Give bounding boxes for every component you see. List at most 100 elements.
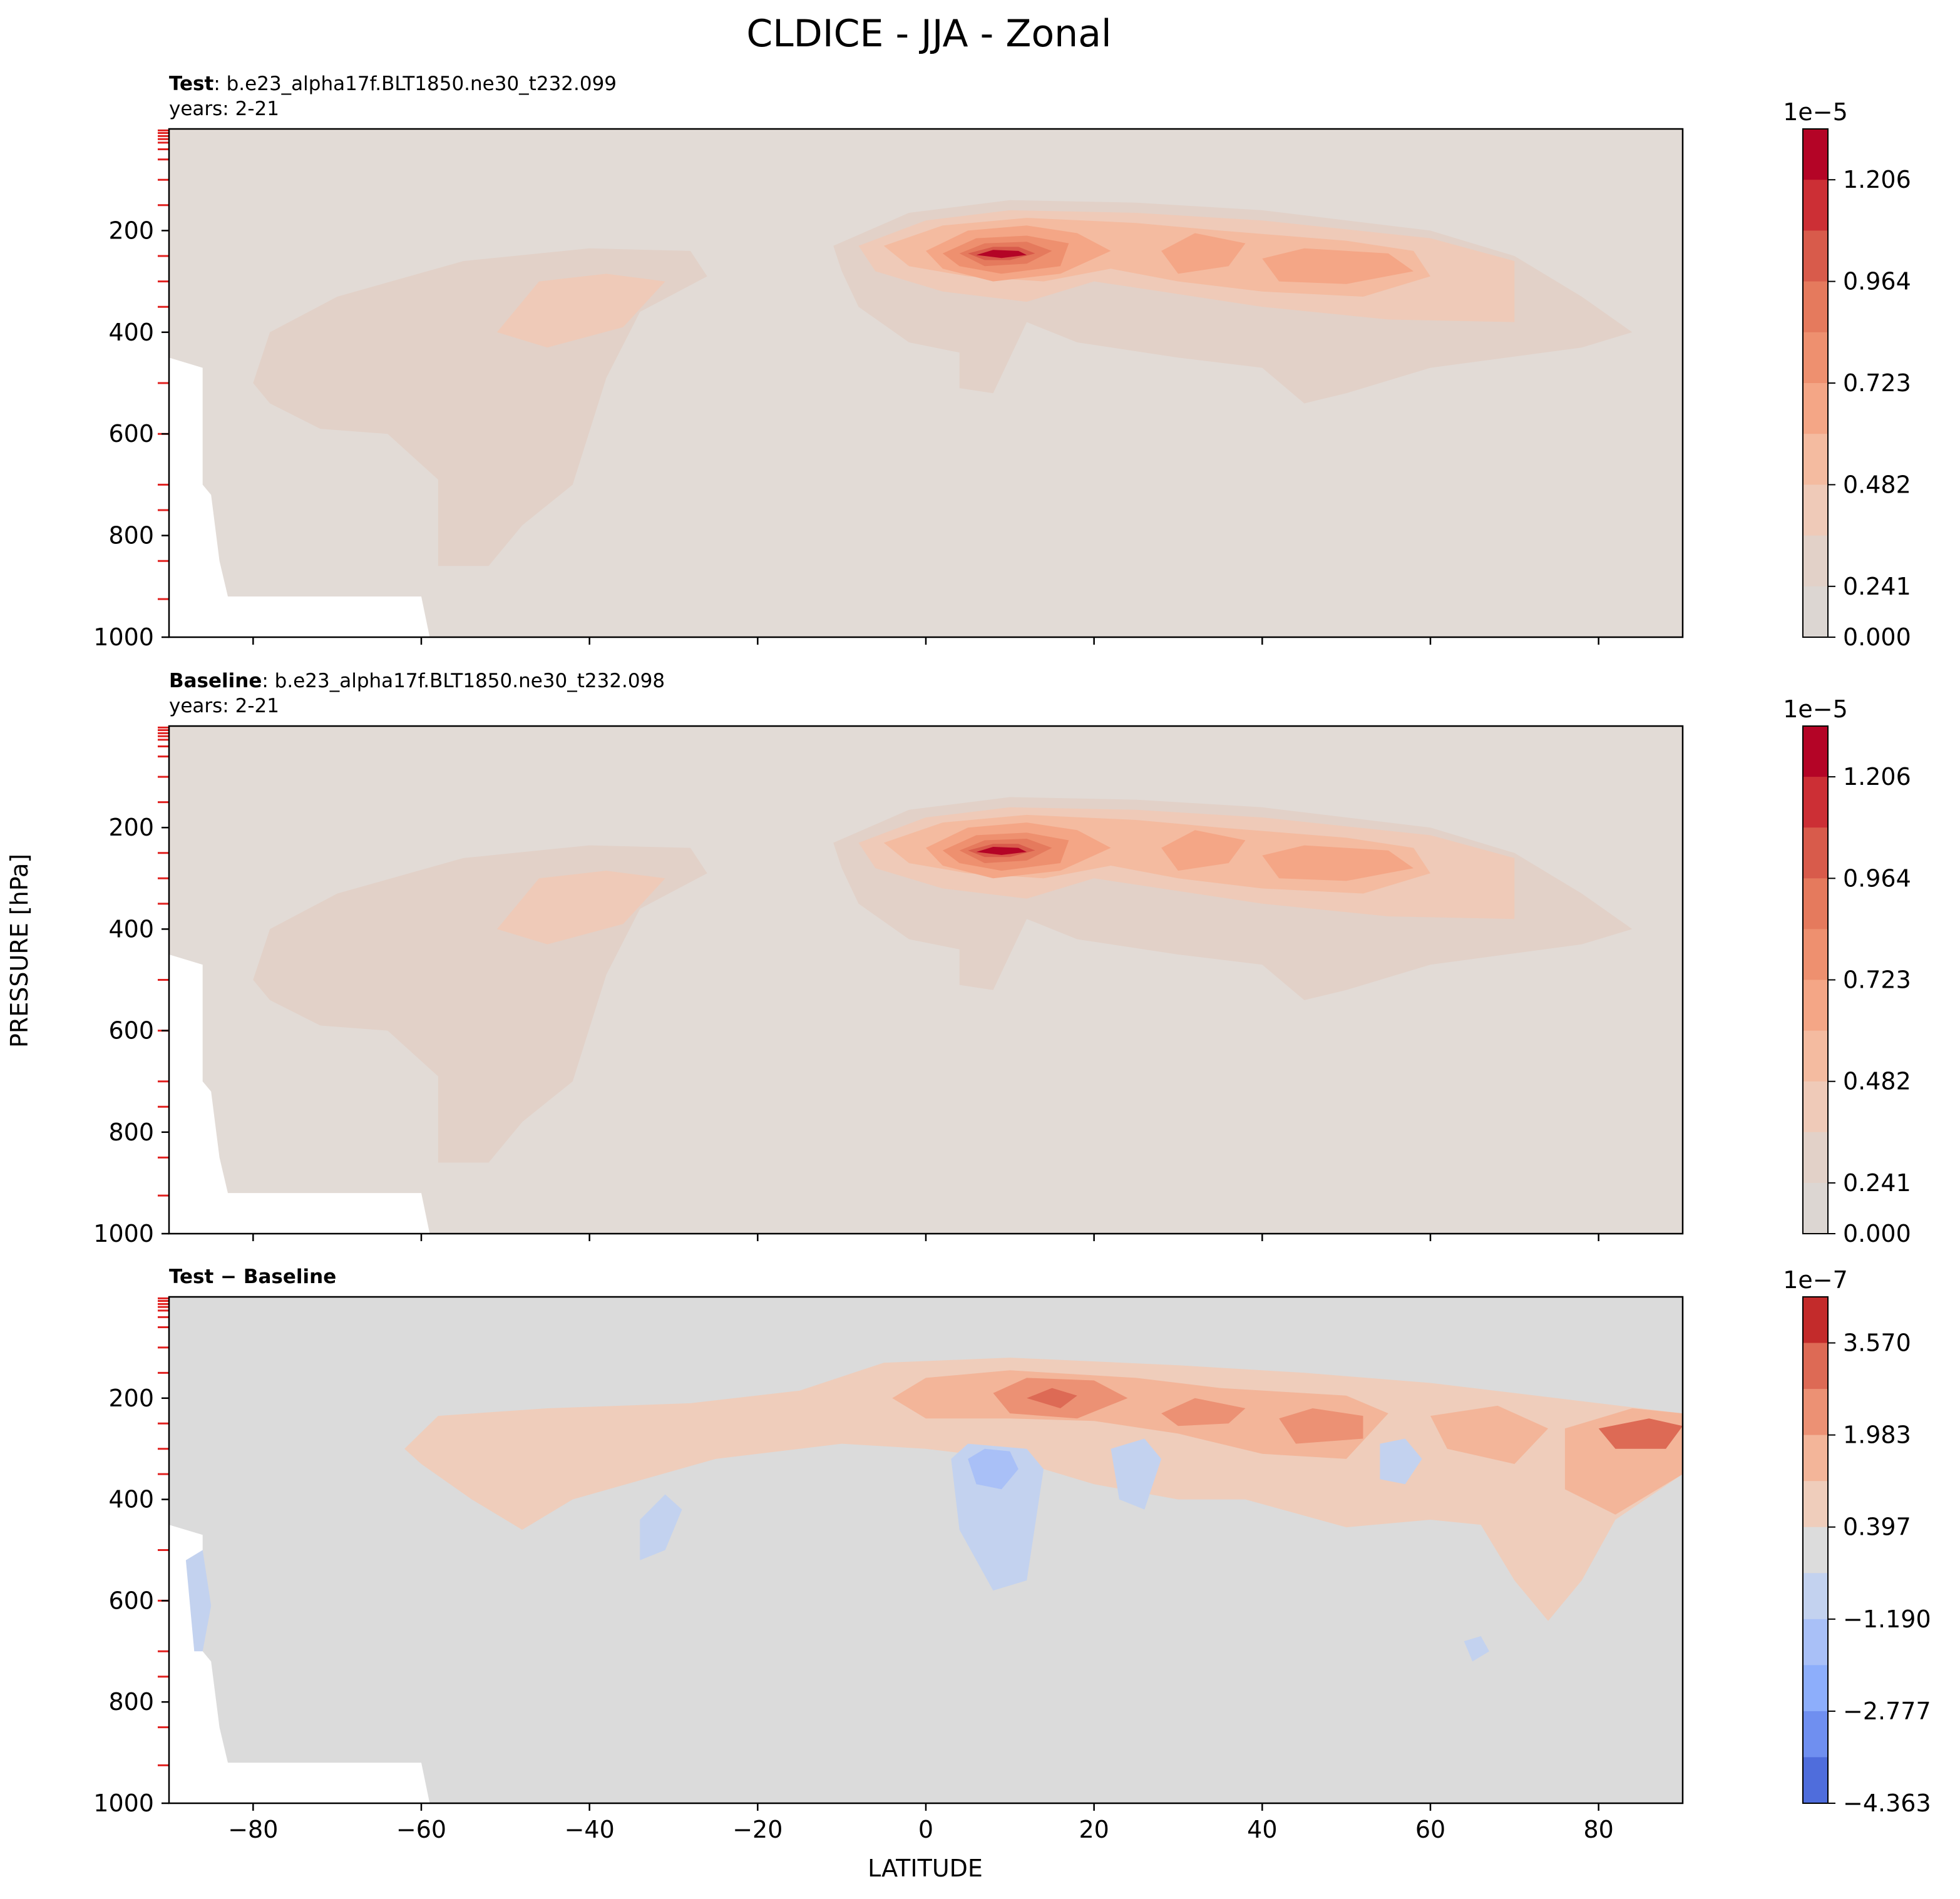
panel-difference: 200 400 600 800 1000 −80 −60 −40 −20 0 20 40 60 80 Tes… <box>93 1266 1931 1843</box>
figure-title: CLDICE - JJA - Zonal <box>746 12 1111 56</box>
panel-years: years: 2-21 <box>169 98 279 120</box>
colorbar-segment <box>1803 1757 1828 1804</box>
y-tick-label: 1000 <box>93 623 154 651</box>
colorbar-segment <box>1803 1619 1828 1666</box>
colorbar-label: 0.723 <box>1843 966 1911 994</box>
colorbar-segment <box>1803 1481 1828 1528</box>
x-tick-label: −40 <box>565 1816 615 1843</box>
x-tick-label: −80 <box>228 1816 278 1843</box>
missing-data-region <box>169 955 430 1234</box>
colorbar-label: 1.206 <box>1843 763 1911 791</box>
colorbar-label: 0.964 <box>1843 268 1911 295</box>
colorbar-label: 0.000 <box>1843 1220 1911 1247</box>
y-tick-label: 400 <box>108 319 154 346</box>
y-tick-label: 200 <box>108 1385 154 1412</box>
colorbar-segment <box>1803 1030 1828 1082</box>
colorbar-segment <box>1803 1389 1828 1436</box>
colorbar-segment <box>1803 129 1828 180</box>
colorbar-label: 0.482 <box>1843 471 1911 498</box>
contour-region <box>1161 1398 1246 1426</box>
contour-region <box>185 1550 212 1652</box>
colorbar-segment <box>1803 827 1828 879</box>
panel-title: Baseline: b.e23_alpha17f.BLT1850.ne30_t2… <box>169 670 665 692</box>
colorbar-label: 0.241 <box>1843 1169 1911 1197</box>
panel-test: 200 400 600 800 1000 Test: b.e23_alpha17f.BLT… <box>93 73 1911 651</box>
x-tick-label: 40 <box>1247 1816 1277 1843</box>
contour-region <box>640 1494 682 1560</box>
contour-region <box>1262 845 1414 881</box>
colorbar-exponent: 1e−7 <box>1783 1266 1848 1294</box>
contour-region <box>1262 248 1414 284</box>
colorbar-exponent: 1e−5 <box>1783 695 1848 723</box>
y-tick-label: 1000 <box>93 1220 154 1247</box>
contour-region <box>1598 1418 1683 1449</box>
y-tick-label: 800 <box>108 1118 154 1146</box>
colorbar-segment <box>1803 434 1828 485</box>
colorbar-segment <box>1803 929 1828 980</box>
x-tick-label: 0 <box>918 1816 933 1843</box>
colorbar-exponent: 1e−5 <box>1783 98 1848 126</box>
panel-title: Test: b.e23_alpha17f.BLT1850.ne30_t232.0… <box>169 73 617 95</box>
panel-title-run: : b.e23_alpha17f.BLT1850.ne30_t232.099 <box>213 73 617 95</box>
panel-title-bold: Test <box>169 73 214 95</box>
panel-years: years: 2-21 <box>169 695 279 717</box>
x-tick-label: −20 <box>732 1816 782 1843</box>
colorbar-segment <box>1803 230 1828 282</box>
y-tick-label: 600 <box>108 420 154 448</box>
y-tick-label: 800 <box>108 522 154 550</box>
colorbar-segment <box>1803 980 1828 1031</box>
contour-region <box>496 871 665 944</box>
y-tick-label: 200 <box>108 217 154 244</box>
colorbar-label: 1.983 <box>1843 1421 1911 1449</box>
y-tick-label: 400 <box>108 1486 154 1513</box>
panel-title-bold: Baseline <box>169 670 262 692</box>
y-tick-label: 600 <box>108 1017 154 1045</box>
colorbar-segment <box>1803 1665 1828 1712</box>
y-tick-label: 600 <box>108 1587 154 1614</box>
contour-region <box>1161 233 1246 274</box>
y-axis-title: PRESSURE [hPa] <box>6 854 33 1048</box>
colorbar-label: 0.397 <box>1843 1513 1911 1541</box>
panel-title-run: : b.e23_alpha17f.BLT1850.ne30_t232.098 <box>262 670 665 692</box>
colorbar-segment <box>1803 1343 1828 1390</box>
contour-region <box>1111 1438 1162 1510</box>
panel-baseline: 200 400 600 800 1000 Baseline: b.e23_alpha17f… <box>93 670 1911 1247</box>
colorbar-label: 0.000 <box>1843 623 1911 651</box>
colorbar-segment <box>1803 383 1828 434</box>
panel-title-bold: Test − Baseline <box>169 1266 336 1288</box>
missing-data-region <box>169 357 430 637</box>
colorbar-segment <box>1803 1182 1828 1234</box>
colorbar-segment <box>1803 1132 1828 1184</box>
colorbar-label: 0.723 <box>1843 369 1911 397</box>
contour-region <box>1380 1438 1422 1485</box>
contour-region <box>1027 1388 1077 1408</box>
colorbar-segment <box>1803 1573 1828 1620</box>
colorbar-frame <box>1802 1296 1829 1804</box>
colorbar-segment <box>1803 586 1828 638</box>
contour-region <box>1464 1636 1489 1662</box>
contour-region <box>1430 1405 1549 1464</box>
colorbar-label: 0.964 <box>1843 864 1911 892</box>
y-tick-label: 800 <box>108 1688 154 1716</box>
x-tick-label: −60 <box>396 1816 446 1843</box>
y-tick-label: 200 <box>108 814 154 841</box>
colorbar-segment <box>1803 180 1828 231</box>
colorbar-label: −4.363 <box>1843 1789 1931 1817</box>
colorbar-label: −1.190 <box>1843 1605 1931 1633</box>
contour-region <box>976 250 1027 258</box>
missing-data-region <box>169 1525 430 1803</box>
x-axis-title: LATITUDE <box>868 1855 983 1882</box>
colorbar-segment <box>1803 281 1828 333</box>
contour-region <box>1161 830 1246 871</box>
contour-region <box>968 1448 1018 1490</box>
colorbar-segment <box>1803 726 1828 777</box>
colorbar-segment <box>1803 484 1828 536</box>
x-tick-label: 60 <box>1415 1816 1445 1843</box>
colorbar-label: 3.570 <box>1843 1329 1911 1357</box>
contour-region <box>496 274 665 348</box>
colorbar-label: 0.241 <box>1843 573 1911 600</box>
colorbar-segment <box>1803 878 1828 929</box>
contour-region <box>951 1443 1044 1591</box>
contour-region <box>1279 1408 1363 1444</box>
